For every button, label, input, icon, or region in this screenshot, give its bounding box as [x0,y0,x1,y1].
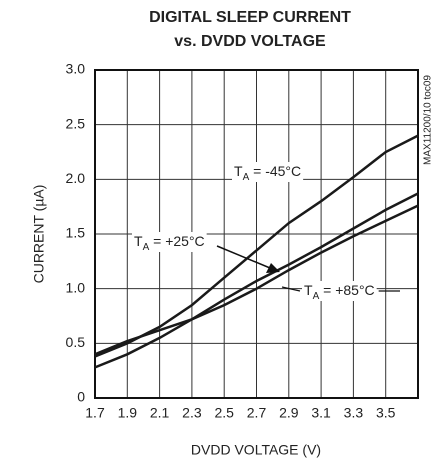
series-line [94,192,419,369]
leader [216,245,271,269]
y-axis-label: CURRENT (µA) [31,185,47,284]
y-tick-label: 2.5 [66,115,86,131]
side-note: MAX11200/10 toc09 [423,75,434,165]
x-tick-label: 1.7 [85,405,105,421]
series-label: TA = -45°C [234,163,301,183]
label-bg [232,162,304,182]
x-axis-label: DVDD VOLTAGE (V) [191,442,321,458]
chart-title: DIGITAL SLEEP CURRENT [149,9,351,26]
x-tick-label: 3.1 [311,405,331,421]
x-tick-label: 2.9 [279,405,299,421]
plot-frame [94,69,419,399]
y-tick-label: 2.0 [66,170,86,186]
leader [281,286,301,292]
label-bg [302,281,377,301]
x-tick-label: 2.3 [182,405,202,421]
label-bg [132,232,207,252]
y-tick-label: 1.5 [66,225,86,241]
series-line [94,204,419,356]
arrow-head [266,263,280,273]
x-tick-label: 2.5 [214,405,234,421]
y-tick-label: 1.0 [66,279,86,295]
x-tick-label: 3.3 [344,405,364,421]
x-tick-label: 2.1 [150,405,170,421]
series-line [94,134,419,358]
x-tick-label: 2.7 [247,405,267,421]
y-tick-label: 3.0 [66,61,86,77]
y-tick-label: 0 [77,389,85,405]
y-tick-label: 0.5 [66,334,86,350]
series-label: TA = +25°C [134,233,205,253]
series-label: TA = +85°C [304,282,375,302]
x-tick-label: 1.9 [118,405,138,421]
chart-title: vs. DVDD VOLTAGE [174,33,326,50]
x-tick-label: 3.5 [376,405,396,421]
